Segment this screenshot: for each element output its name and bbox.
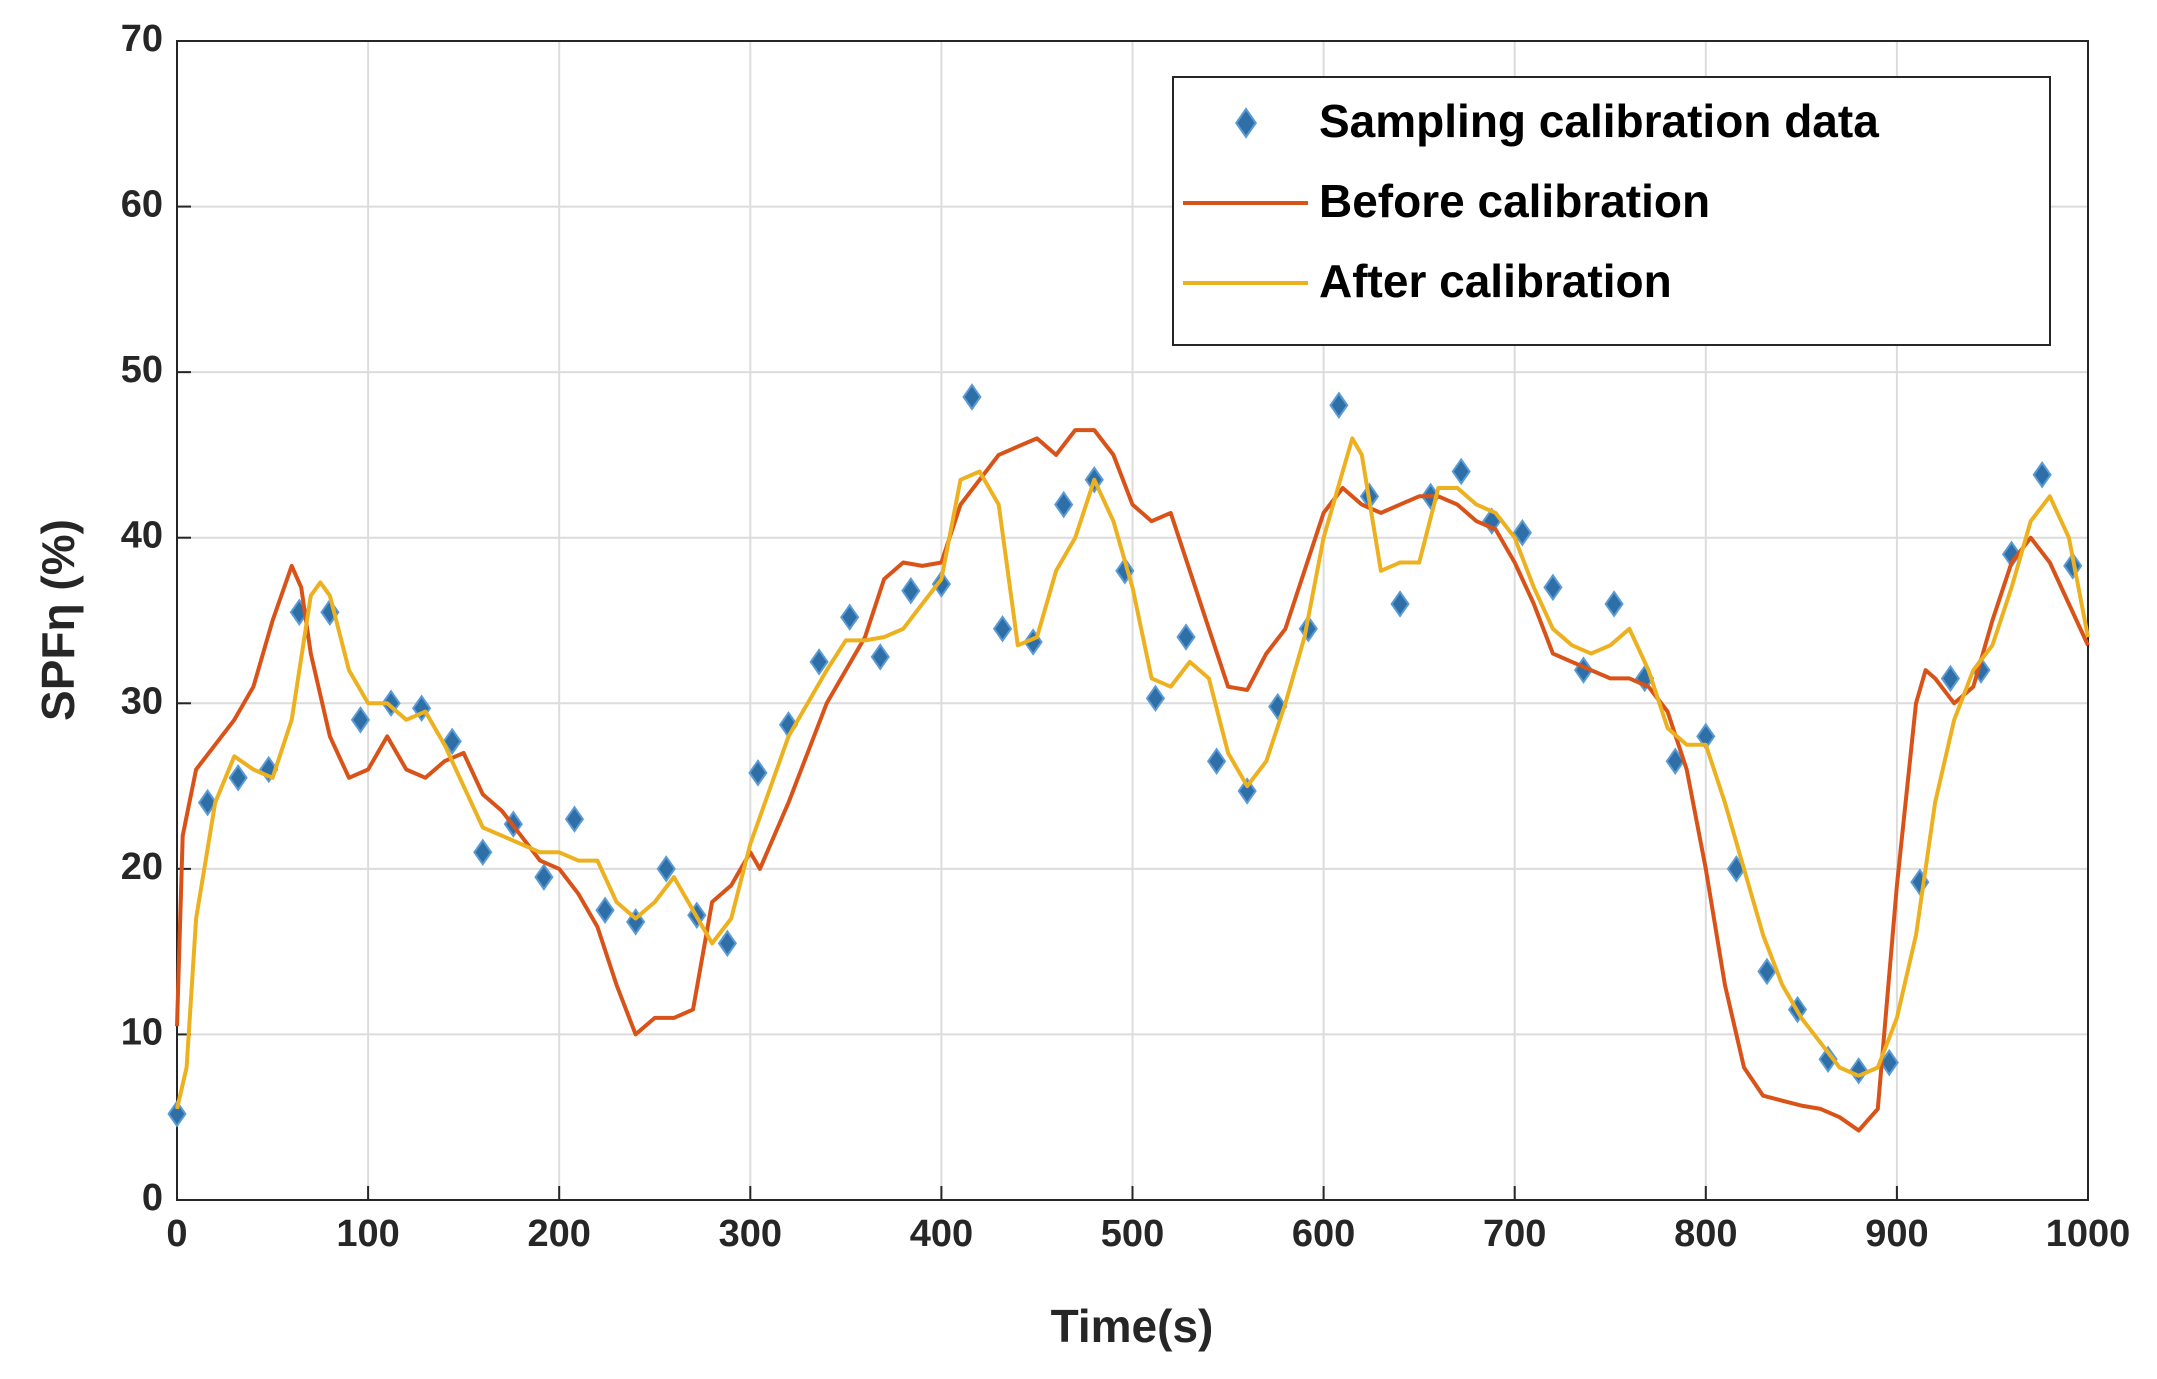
data-point xyxy=(931,570,952,598)
data-point xyxy=(473,838,493,867)
data-point xyxy=(1115,557,1135,585)
legend-label: After calibration xyxy=(1319,255,1672,307)
x-tick-label: 900 xyxy=(1865,1213,1928,1255)
data-point xyxy=(411,694,432,722)
data-point xyxy=(350,706,371,734)
y-tick-label: 60 xyxy=(121,184,163,226)
data-point xyxy=(962,383,982,411)
data-point xyxy=(228,764,248,792)
data-point xyxy=(2032,461,2052,489)
y-tick-label: 20 xyxy=(121,846,163,888)
legend-label: Sampling calibration data xyxy=(1319,95,1879,147)
data-point xyxy=(1604,590,1624,618)
y-tick-label: 40 xyxy=(121,515,163,557)
x-tick-label: 200 xyxy=(527,1213,590,1255)
data-line xyxy=(175,428,2090,1133)
data-point xyxy=(748,759,768,787)
data-point xyxy=(1268,692,1288,721)
x-tick-label: 800 xyxy=(1674,1213,1737,1255)
data-point xyxy=(197,788,218,817)
data-point xyxy=(381,689,401,718)
data-point xyxy=(901,576,921,605)
y-axis-label: SPFη (%) xyxy=(32,519,84,721)
y-tick-label: 70 xyxy=(121,18,163,60)
legend-label: Before calibration xyxy=(1319,175,1710,227)
x-tick-label: 600 xyxy=(1292,1213,1355,1255)
data-point xyxy=(840,603,860,631)
data-point xyxy=(1176,623,1196,651)
data-point xyxy=(656,855,676,883)
data-point xyxy=(1512,519,1532,547)
data-point xyxy=(1145,684,1166,713)
legend-marker xyxy=(1234,107,1258,139)
data-point xyxy=(1451,457,1471,486)
data-point xyxy=(870,643,890,671)
y-tick-label: 0 xyxy=(142,1177,163,1219)
data-point xyxy=(1298,615,1318,643)
data-point xyxy=(595,896,615,924)
data-point xyxy=(1206,747,1227,775)
x-tick-label: 100 xyxy=(336,1213,399,1255)
data-point xyxy=(1054,490,1074,519)
x-tick-label: 400 xyxy=(910,1213,973,1255)
x-tick-label: 0 xyxy=(166,1213,187,1255)
y-tick-label: 30 xyxy=(121,680,163,722)
legend-box xyxy=(1172,76,2051,346)
data-point xyxy=(809,648,829,676)
x-axis-label: Time(s) xyxy=(1051,1300,1214,1352)
data-point xyxy=(442,727,462,756)
axes-box xyxy=(176,40,2089,1201)
data-point xyxy=(564,805,585,833)
data-line xyxy=(175,436,2090,1110)
data-point xyxy=(167,1100,187,1128)
x-tick-label: 500 xyxy=(1101,1213,1164,1255)
y-tick-label: 10 xyxy=(121,1011,163,1053)
x-tick-label: 700 xyxy=(1483,1213,1546,1255)
data-point xyxy=(1757,957,1777,986)
data-point xyxy=(1818,1045,1838,1074)
y-tick-label: 50 xyxy=(121,349,163,391)
data-point xyxy=(717,929,737,958)
data-point xyxy=(1849,1057,1869,1085)
data-point xyxy=(534,863,554,891)
data-point xyxy=(1543,573,1563,602)
x-tick-label: 1000 xyxy=(2046,1213,2131,1255)
data-point xyxy=(1237,777,1257,805)
data-point xyxy=(1329,391,1349,420)
data-point xyxy=(1940,664,1961,693)
data-point xyxy=(1390,590,1410,618)
x-tick-label: 300 xyxy=(719,1213,782,1255)
data-point xyxy=(992,615,1013,643)
